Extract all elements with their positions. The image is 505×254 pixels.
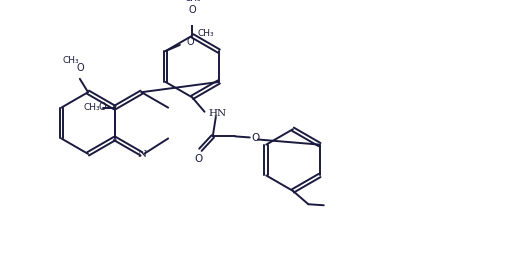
Text: O: O [252,133,260,144]
Text: CH₃: CH₃ [62,56,79,66]
Text: O: O [76,63,84,73]
Text: O: O [188,5,196,15]
Text: CH₃: CH₃ [197,29,214,38]
Text: CH₃: CH₃ [84,103,100,112]
Text: O: O [194,154,203,164]
Text: N: N [137,150,146,159]
Text: HN: HN [209,109,227,118]
Text: O: O [98,102,106,112]
Text: O: O [186,37,194,47]
Text: CH₃: CH₃ [185,0,201,3]
